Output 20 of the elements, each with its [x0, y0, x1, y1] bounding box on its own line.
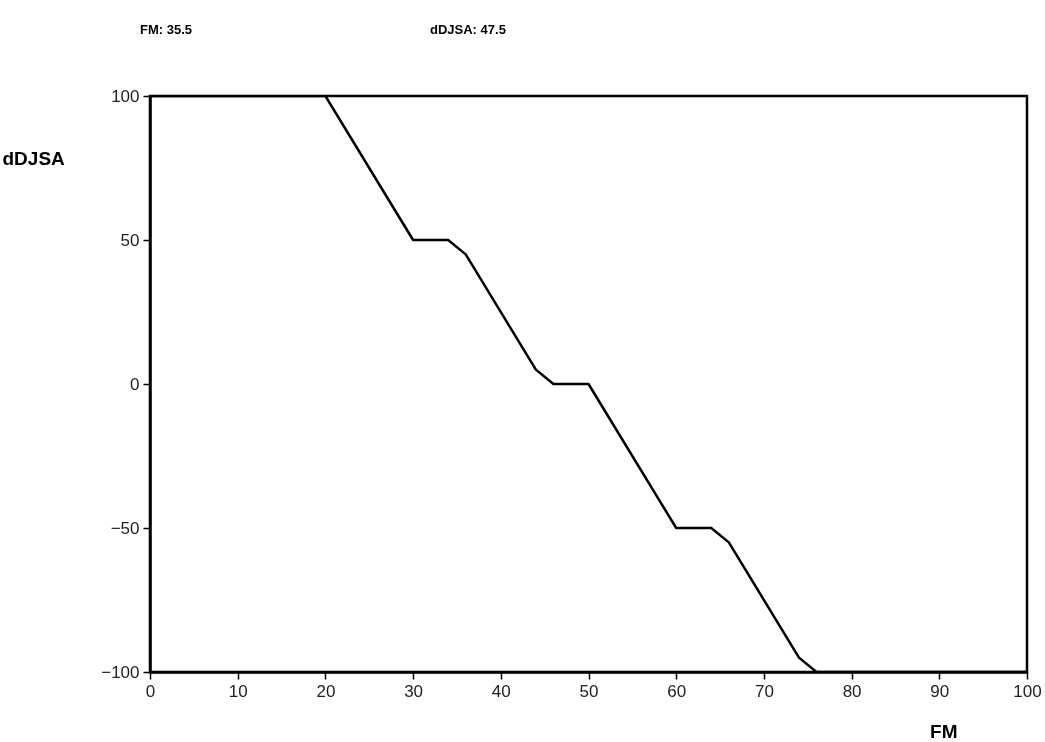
x-tick-label: 30	[404, 681, 424, 701]
y-axis-title: dDJSA	[2, 147, 66, 169]
x-tick-label: 50	[579, 681, 599, 701]
x-tick-label: 80	[842, 681, 862, 701]
x-tick-label: 70	[754, 681, 774, 701]
y-tick-label: 100	[111, 86, 140, 106]
x-tick-label: 40	[491, 681, 511, 701]
x-tick-label: 60	[667, 681, 687, 701]
y-tick-label: −50	[110, 518, 140, 538]
x-axis-title: FM	[930, 720, 958, 742]
text: dDJSA: 47.5	[430, 22, 506, 37]
y-tick-label: 50	[120, 230, 140, 250]
y-tick-label: 0	[130, 374, 140, 394]
x-tick-label: 0	[145, 681, 156, 701]
x-tick-label: 100	[1013, 681, 1042, 701]
x-tick-label: 20	[316, 681, 336, 701]
x-tick-label: 10	[228, 681, 248, 701]
x-tick-label: 90	[930, 681, 950, 701]
y-tick-label: −100	[101, 662, 140, 682]
text: FM: 35.5	[140, 22, 193, 37]
